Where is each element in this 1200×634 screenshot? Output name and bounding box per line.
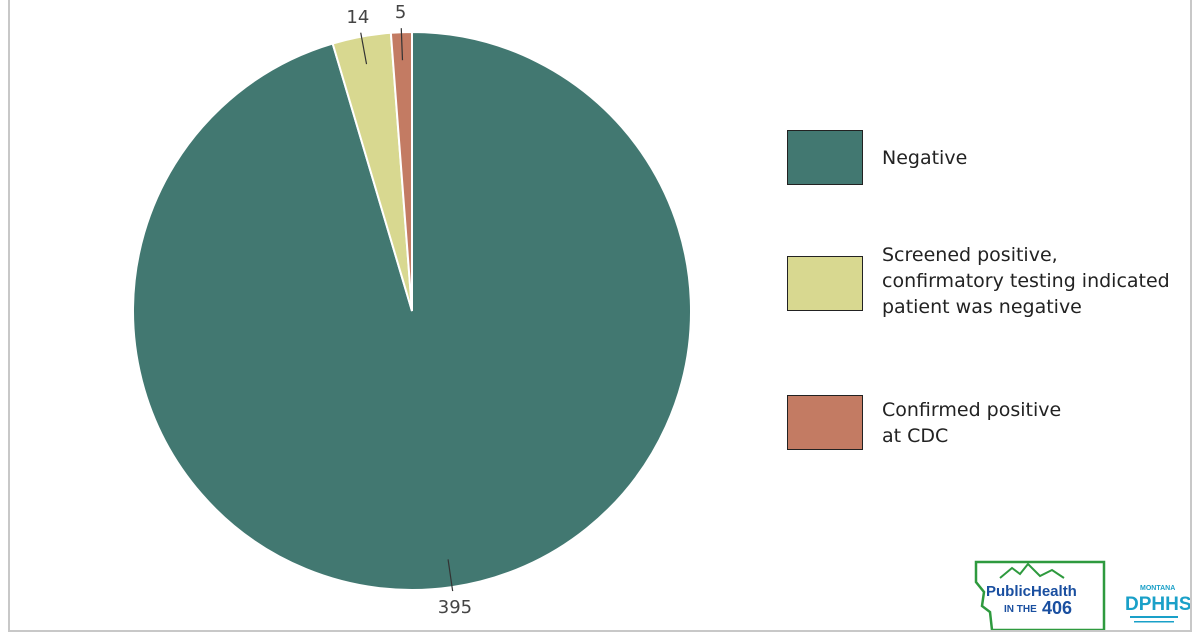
publichealth-logo-406: 406 bbox=[1042, 598, 1072, 618]
value-label-negative: 395 bbox=[438, 597, 472, 618]
leader-line bbox=[447, 559, 454, 592]
logo-area: PublicHealth IN THE 406 MONTANA DPHHS bbox=[960, 548, 1192, 632]
dphhs-logo: MONTANA DPHHS bbox=[1125, 585, 1192, 623]
publichealth-logo-in-the: IN THE bbox=[1004, 604, 1037, 615]
legend-swatch-negative bbox=[787, 130, 863, 185]
value-label-confirmed-positive: 5 bbox=[395, 2, 406, 23]
leader-line bbox=[360, 32, 368, 65]
montana-outline-icon bbox=[974, 560, 1106, 632]
publichealth-logo: PublicHealth IN THE 406 bbox=[974, 560, 1106, 632]
legend-label-confirmed-positive: Confirmed positive at CDC bbox=[882, 399, 1062, 447]
dphhs-logo-text: DPHHS bbox=[1125, 594, 1190, 615]
value-label-screened-positive: 14 bbox=[346, 7, 369, 28]
legend-swatch-confirmed-positive bbox=[787, 395, 863, 450]
dphhs-logo-montana: MONTANA bbox=[1140, 585, 1175, 592]
dphhs-tagline-line bbox=[1130, 616, 1178, 618]
legend-label-negative: Negative bbox=[882, 147, 968, 169]
dphhs-tagline-line bbox=[1134, 621, 1174, 623]
leader-line bbox=[400, 28, 404, 61]
legend-swatch-screened-positive bbox=[787, 256, 863, 311]
logos-svg: PublicHealth IN THE 406 MONTANA DPHHS bbox=[974, 560, 1192, 632]
legend-label-screened-positive: Screened positive, confirmatory testing … bbox=[882, 244, 1170, 318]
publichealth-logo-text: PublicHealth bbox=[986, 583, 1077, 600]
mountain-icon bbox=[999, 562, 1065, 579]
